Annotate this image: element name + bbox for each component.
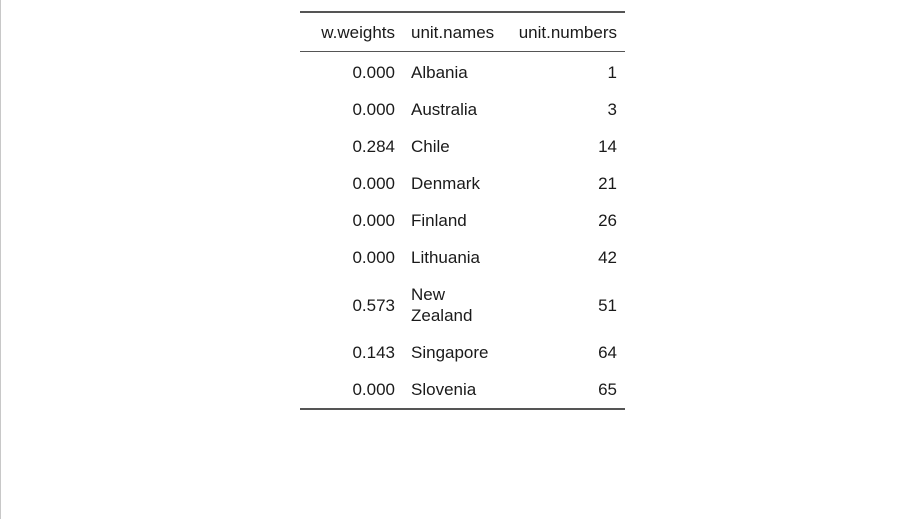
cell-name: Chile <box>411 137 450 156</box>
header-row: w.weights unit.names unit.numbers <box>300 12 625 52</box>
cell-name: Slovenia <box>411 380 477 399</box>
table-row: 0.000 Albania 1 <box>300 52 625 92</box>
table-body: 0.000 Albania 1 0.000 Australia 3 0.284 … <box>300 52 625 410</box>
cell-weight: 0.143 <box>352 343 395 362</box>
table-row: 0.000 Lithuania 42 <box>300 239 625 276</box>
table-row: 0.000 Finland 26 <box>300 202 625 239</box>
table-header: w.weights unit.names unit.numbers <box>300 12 625 52</box>
cell-name: Albania <box>411 63 468 82</box>
cell-weight: 0.000 <box>352 211 395 230</box>
cell-weight: 0.000 <box>352 63 395 82</box>
table-row: 0.284 Chile 14 <box>300 128 625 165</box>
cell-name: Denmark <box>411 174 480 193</box>
weights-table: w.weights unit.names unit.numbers 0.000 … <box>300 11 625 410</box>
table-row: 0.000 Denmark 21 <box>300 165 625 202</box>
header-w-weights: w.weights <box>300 12 403 52</box>
table-row: 0.000 Slovenia 65 <box>300 371 625 409</box>
cell-number: 26 <box>598 211 617 230</box>
cell-weight: 0.000 <box>352 248 395 267</box>
cell-weight: 0.000 <box>352 174 395 193</box>
cell-weight: 0.573 <box>352 295 395 315</box>
cell-number: 65 <box>598 380 617 399</box>
table-row: 0.000 Australia 3 <box>300 91 625 128</box>
cell-name-text: New Zealand <box>411 285 473 325</box>
cell-name: New Zealand <box>403 276 509 334</box>
cell-number: 51 <box>598 295 617 315</box>
cell-weight: 0.284 <box>352 137 395 156</box>
cell-weight: 0.000 <box>352 380 395 399</box>
cell-name: Singapore <box>411 343 489 362</box>
header-unit-names: unit.names <box>403 12 509 52</box>
cell-number: 14 <box>598 137 617 156</box>
cell-number: 1 <box>607 63 617 82</box>
table-row: 0.573 New Zealand 51 <box>300 276 625 334</box>
cell-name: Finland <box>411 211 467 230</box>
cell-number: 21 <box>598 174 617 193</box>
viewer-left-border <box>0 0 1 519</box>
cell-number: 3 <box>607 100 617 119</box>
cell-number: 42 <box>598 248 617 267</box>
header-unit-numbers: unit.numbers <box>509 12 625 52</box>
cell-weight: 0.000 <box>352 100 395 119</box>
cell-name: Australia <box>411 100 478 119</box>
cell-number: 64 <box>598 343 617 362</box>
table-row: 0.143 Singapore 64 <box>300 334 625 371</box>
cell-name: Lithuania <box>411 248 481 267</box>
